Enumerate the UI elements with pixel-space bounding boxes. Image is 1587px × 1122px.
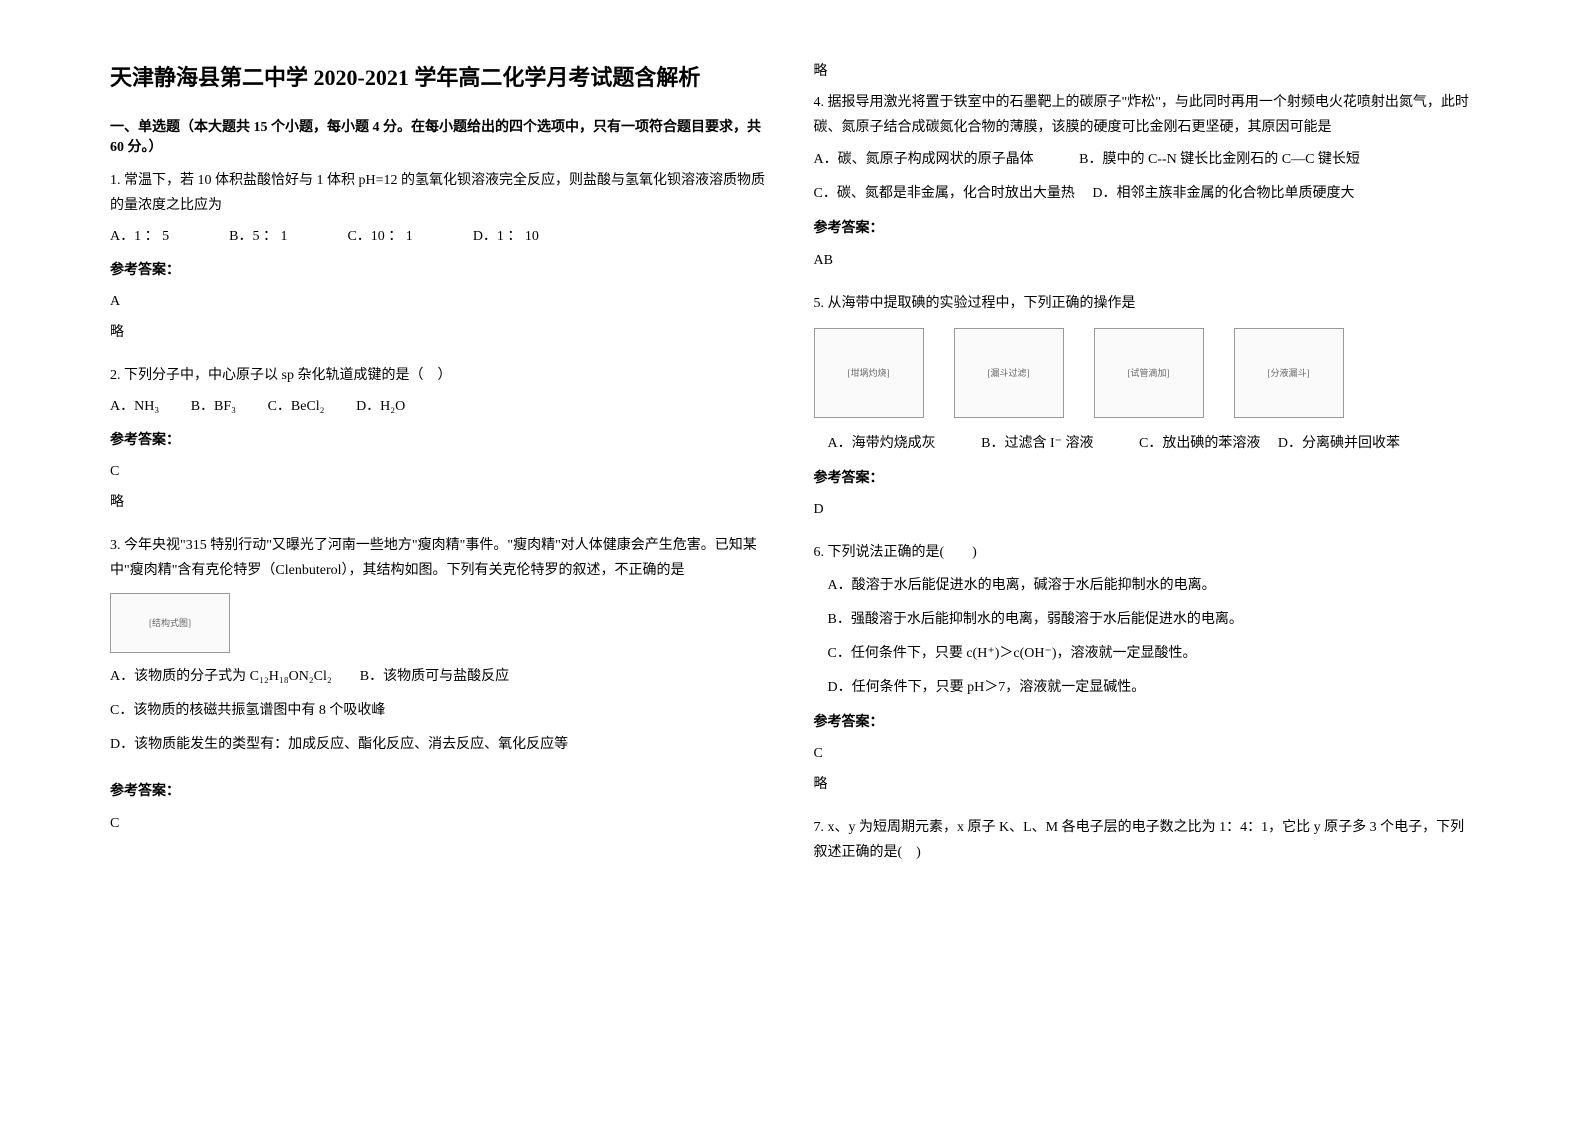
question-7: 7. x、y 为短周期元素，x 原子 K、L、M 各电子层的电子数之比为 1：4…	[814, 815, 1478, 865]
question-5: 5. 从海带中提取碘的实验过程中，下列正确的操作是 [坩埚灼烧] [漏斗过滤] …	[814, 291, 1478, 523]
q1-opt-b: B．5 ： 1	[229, 224, 287, 249]
question-6: 6. 下列说法正确的是( ) A．酸溶于水后能促进水的电离，碱溶于水后能抑制水的…	[814, 540, 1478, 797]
q4-opt-a: A．碳、氮原子构成网状的原子晶体	[814, 152, 1034, 167]
q2-options: A．NH₃ B．BF₃ C．BeCl₂ D．H₂O	[110, 394, 774, 419]
q4-opt-d: D．相邻主族非金属的化合物比单质硬度大	[1092, 186, 1354, 201]
funnel-filter-icon: [漏斗过滤]	[954, 328, 1064, 418]
question-3: 3. 今年央视"315 特别行动"又曝光了河南一些地方"瘦肉精"事件。"瘦肉精"…	[110, 533, 774, 836]
q5-stem: 5. 从海带中提取碘的实验过程中，下列正确的操作是	[814, 291, 1478, 316]
q2-opt-c: C．BeCl₂	[268, 399, 325, 414]
clenbuterol-structure-icon: [结构式图]	[110, 593, 230, 653]
q5-answer-label: 参考答案：	[814, 466, 1478, 491]
q7-stem: 7. x、y 为短周期元素，x 原子 K、L、M 各电子层的电子数之比为 1：4…	[814, 815, 1478, 865]
q5-opt-c: C．放出碘的苯溶液	[1139, 436, 1260, 451]
q6-opt-d: D．任何条件下，只要 pH＞7，溶液就一定显碱性。	[814, 674, 1478, 702]
q1-stem: 1. 常温下，若 10 体积盐酸恰好与 1 体积 pH=12 的氢氧化钡溶液完全…	[110, 168, 774, 218]
q1-options: A．1 ： 5 B．5 ： 1 C．10 ： 1 D．1 ： 10	[110, 224, 774, 249]
q4-row1: A．碳、氮原子构成网状的原子晶体 B．膜中的 C--N 键长比金刚石的 C—C …	[814, 146, 1478, 174]
section-header: 一、单选题（本大题共 15 个小题，每小题 4 分。在每小题给出的四个选项中，只…	[110, 116, 774, 156]
q6-opt-b: B．强酸溶于水后能抑制水的电离，弱酸溶于水后能促进水的电离。	[814, 606, 1478, 634]
q6-answer-label: 参考答案：	[814, 710, 1478, 735]
q4-opt-c: C．碳、氮都是非金属，化合时放出大量热	[814, 186, 1075, 201]
q4-row2: C．碳、氮都是非金属，化合时放出大量热 D．相邻主族非金属的化合物比单质硬度大	[814, 180, 1478, 208]
q1-opt-d: D．1 ： 10	[473, 224, 539, 249]
question-2: 2. 下列分子中，中心原子以 sp 杂化轨道成键的是（ ） A．NH₃ B．BF…	[110, 363, 774, 515]
q5-opt-a: A．海带灼烧成灰	[828, 436, 936, 451]
crucible-icon: [坩埚灼烧]	[814, 328, 924, 418]
q5-opt-b: B．过滤含 I⁻ 溶液	[981, 436, 1093, 451]
q6-skip: 略	[814, 772, 1478, 797]
q1-answer: A	[110, 289, 774, 314]
question-4: 4. 据报导用激光将置于铁室中的石墨靶上的碳原子"炸松"，与此同时再用一个射频电…	[814, 90, 1478, 273]
q2-opt-a: A．NH₃	[110, 399, 159, 414]
q3-answer-label: 参考答案：	[110, 779, 774, 804]
q3-opt-ab: A．该物质的分子式为 C₁₂H₁₈ON₂Cl₂ B．该物质可与盐酸反应	[110, 663, 774, 691]
q5-answer: D	[814, 497, 1478, 522]
q3-opt-d: D．该物质能发生的类型有：加成反应、酯化反应、消去反应、氧化反应等	[110, 731, 774, 759]
q2-skip: 略	[110, 490, 774, 515]
q6-answer: C	[814, 741, 1478, 766]
q5-options-row: A．海带灼烧成灰 B．过滤含 I⁻ 溶液 C．放出碘的苯溶液 D．分离碘并回收苯	[814, 430, 1478, 458]
q5-opt-d: D．分离碘并回收苯	[1278, 436, 1400, 451]
q2-stem: 2. 下列分子中，中心原子以 sp 杂化轨道成键的是（ ）	[110, 363, 774, 388]
q5-figures: [坩埚灼烧] [漏斗过滤] [试管滴加] [分液漏斗]	[814, 328, 1478, 418]
q3-answer: C	[110, 811, 774, 836]
q3-stem: 3. 今年央视"315 特别行动"又曝光了河南一些地方"瘦肉精"事件。"瘦肉精"…	[110, 533, 774, 583]
q6-opt-a: A．酸溶于水后能促进水的电离，碱溶于水后能抑制水的电离。	[814, 572, 1478, 600]
q6-stem: 6. 下列说法正确的是( )	[814, 540, 1478, 565]
left-column: 天津静海县第二中学 2020-2021 学年高二化学月考试题含解析 一、单选题（…	[90, 60, 794, 1062]
q2-opt-d: D．H₂O	[356, 399, 405, 414]
q4-stem: 4. 据报导用激光将置于铁室中的石墨靶上的碳原子"炸松"，与此同时再用一个射频电…	[814, 90, 1478, 140]
q1-answer-label: 参考答案：	[110, 258, 774, 283]
q4-opt-b: B．膜中的 C--N 键长比金刚石的 C—C 键长短	[1079, 152, 1360, 167]
q2-opt-b: B．BF₃	[191, 399, 236, 414]
q4-answer: AB	[814, 248, 1478, 273]
q3-opt-c: C．该物质的核磁共振氢谱图中有 8 个吸收峰	[110, 697, 774, 725]
q2-answer: C	[110, 459, 774, 484]
q2-answer-label: 参考答案：	[110, 428, 774, 453]
q4-answer-label: 参考答案：	[814, 216, 1478, 241]
q3-skip: 略	[814, 60, 1478, 80]
question-1: 1. 常温下，若 10 体积盐酸恰好与 1 体积 pH=12 的氢氧化钡溶液完全…	[110, 168, 774, 345]
page-title: 天津静海县第二中学 2020-2021 学年高二化学月考试题含解析	[110, 60, 774, 92]
test-tube-drop-icon: [试管滴加]	[1094, 328, 1204, 418]
q1-opt-a: A．1 ： 5	[110, 224, 169, 249]
q1-opt-c: C．10 ： 1	[347, 224, 412, 249]
q6-opt-c: C．任何条件下，只要 c(H⁺)＞c(OH⁻)，溶液就一定显酸性。	[814, 640, 1478, 668]
right-column: 略 4. 据报导用激光将置于铁室中的石墨靶上的碳原子"炸松"，与此同时再用一个射…	[794, 60, 1498, 1062]
q1-skip: 略	[110, 320, 774, 345]
separating-funnel-icon: [分液漏斗]	[1234, 328, 1344, 418]
